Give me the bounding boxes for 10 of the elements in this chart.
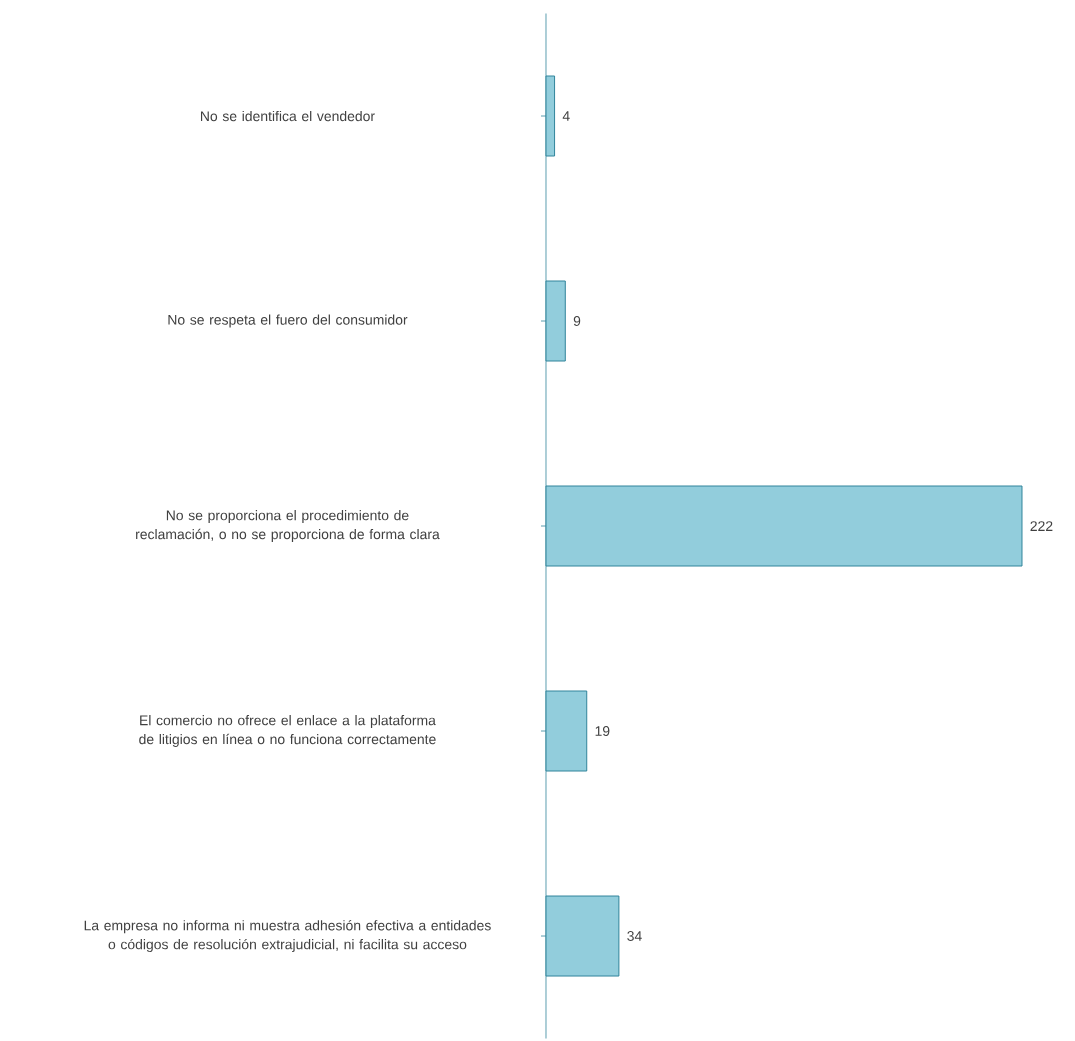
data-label: 222 bbox=[1030, 521, 1053, 531]
y-tick-label: No se respeta el fuero del consumidor bbox=[168, 314, 408, 328]
data-label: 19 bbox=[595, 726, 610, 736]
y-tick-label: No se identifica el vendedor bbox=[201, 110, 375, 122]
data-label: 34 bbox=[627, 931, 642, 941]
data-label: 9 bbox=[573, 316, 581, 326]
y-tick-label: El comercio no ofrece el enlace a la plataforma de litigios en línea o no funciona correctamente bbox=[139, 715, 436, 747]
y-tick-label: No se proporciona el procedimiento de reclamación, o no se proporciona de forma clara bbox=[136, 510, 440, 542]
data-label: 4 bbox=[562, 111, 570, 121]
y-tick-label: La empresa no informa ni muestra adhesión efectiva a entidades o códigos de resolución extrajudicial, ni facilita su acceso bbox=[84, 919, 491, 953]
